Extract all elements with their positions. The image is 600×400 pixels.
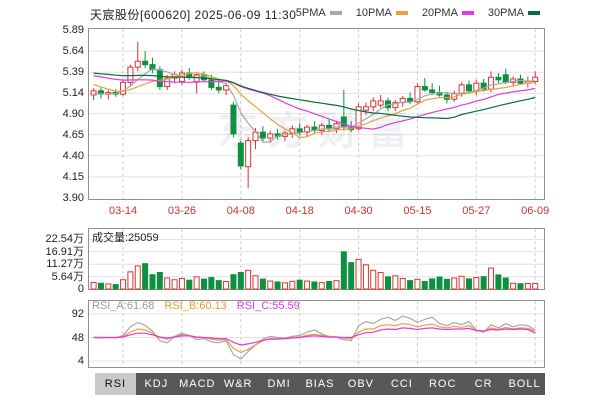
axis-tick-label: 4.40 <box>62 149 84 162</box>
rsi-c-line <box>93 327 536 346</box>
axis-tick-label: 22.54万 <box>45 233 84 246</box>
axis-tick-label: 4 <box>77 355 84 367</box>
legend-item-20pma: 20PMA <box>422 7 474 19</box>
tab-obv[interactable]: OBV <box>347 378 374 390</box>
tab-bias[interactable]: BIAS <box>305 378 335 390</box>
tab-rsi[interactable]: RSI <box>95 373 136 395</box>
legend-label: 10PMA <box>355 7 392 19</box>
axis-tick-label: 3.90 <box>62 191 84 204</box>
axis-tick-label: 5.39 <box>62 66 84 79</box>
axis-tick-label: 16.91万 <box>45 245 84 258</box>
candlestick-chart <box>88 28 545 200</box>
legend-item-30pma: 30PMA <box>488 7 540 19</box>
ma10-line <box>93 72 536 139</box>
legend-marker-icon <box>528 11 540 15</box>
axis-tick-label: 5.64万 <box>51 270 84 283</box>
rsi-a-line <box>93 315 536 360</box>
volume-bars-layer <box>90 251 539 290</box>
axis-tick-label: 5.14 <box>62 87 84 100</box>
legend-label: 20PMA <box>421 7 458 19</box>
legend-item-5pma: 5PMA <box>296 7 342 19</box>
rsi-value-label: RSI_C:55.59 <box>236 300 300 312</box>
rsi-pane: RSI_A:61.68 RSI_B:60.13 RSI_C:55.59 <box>88 300 545 368</box>
date-tick-label: 04-30 <box>344 205 373 217</box>
volume-pane: 成交量:25059 <box>88 228 545 290</box>
ma20-line <box>93 75 536 130</box>
price-pane: 东方财富 <box>88 28 545 200</box>
tab-cr[interactable]: CR <box>474 378 493 390</box>
volume-label: 成交量:25059 <box>92 232 159 244</box>
tab-wr[interactable]: W&R <box>223 378 253 390</box>
axis-tick-label: 4.65 <box>62 128 84 141</box>
date-tick-label: 03-26 <box>167 205 196 217</box>
date-tick-label: 05-27 <box>462 205 491 217</box>
ma5-line <box>93 68 536 143</box>
rsi-value-label: RSI_B:60.13 <box>164 300 227 312</box>
ma-legend: 5PMA 10PMA 20PMA 30PMA <box>296 7 540 19</box>
legend-marker-icon <box>329 11 342 15</box>
chart-title: 天宸股份[600620] 2025-06-09 11:30 <box>90 8 297 22</box>
candlestick-layer <box>90 41 539 188</box>
axis-tick-label: 4.15 <box>62 170 84 183</box>
date-tick-label: 03-14 <box>108 205 138 217</box>
date-tick-label: 05-15 <box>403 205 432 217</box>
tab-kdj[interactable]: KDJ <box>144 378 169 390</box>
ma-lines-layer <box>93 68 536 143</box>
axis-tick-label: 0 <box>77 283 84 295</box>
axis-tick-label: 5.89 <box>62 24 84 36</box>
legend-marker-icon <box>395 11 408 15</box>
date-tick-label: 06-09 <box>521 205 550 217</box>
rsi-value-label: RSI_A:61.68 <box>92 300 155 312</box>
volume-chart <box>88 228 545 290</box>
axis-tick-label: 4.90 <box>62 107 84 120</box>
ma30-line <box>93 72 536 120</box>
axis-tick-label: 92 <box>71 307 84 320</box>
date-tick-label: 04-08 <box>226 205 255 217</box>
rsi-chart <box>88 300 545 368</box>
axis-tick-label: 11.27万 <box>46 258 84 271</box>
legend-label: 30PMA <box>487 7 524 19</box>
indicator-tabs: RSI KDJ MACD W&R DMI BIAS OBV CCI ROC CR BOLL <box>95 373 545 395</box>
rsi-lines-layer <box>93 315 536 360</box>
rsi-b-line <box>93 322 536 354</box>
legend-marker-icon <box>461 11 474 15</box>
rsi-values-label: RSI_A:61.68 RSI_B:60.13 RSI_C:55.59 <box>92 300 300 312</box>
tab-macd[interactable]: MACD <box>179 378 216 390</box>
tab-boll[interactable]: BOLL <box>508 378 541 390</box>
date-tick-label: 04-18 <box>285 205 314 217</box>
legend-item-10pma: 10PMA <box>356 7 408 19</box>
axis-tick-label: 5.64 <box>62 45 84 58</box>
tab-cci[interactable]: CCI <box>390 378 413 390</box>
tab-dmi[interactable]: DMI <box>267 378 291 390</box>
legend-label: 5PMA <box>295 7 326 19</box>
axis-tick-label: 48 <box>71 331 84 344</box>
tab-roc[interactable]: ROC <box>428 378 457 390</box>
